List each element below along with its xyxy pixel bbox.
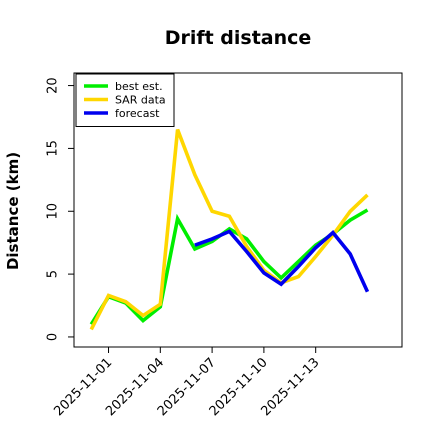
chart-title: Drift distance [165,27,312,49]
y-axis-label: Distance (km) [4,152,22,270]
y-tick-label: 10 [46,203,61,220]
legend-label: best est. [115,80,163,93]
series-line-forecast [194,229,370,293]
series-layer [89,128,370,331]
series-line-sar-data [89,128,369,331]
plot-area [73,72,403,348]
legend-label: SAR data [115,94,166,107]
plot-frame [73,72,403,348]
y-tick-label: 5 [46,270,61,278]
y-axis: 0 5 10 15 20 [46,77,74,341]
legend-label: forecast [115,107,160,120]
y-tick-label: 0 [46,333,61,341]
y-tick-label: 15 [46,140,61,157]
y-tick-label: 20 [46,77,61,94]
x-axis: 2025-11-012025-11-042025-11-072025-11-10… [51,347,323,419]
